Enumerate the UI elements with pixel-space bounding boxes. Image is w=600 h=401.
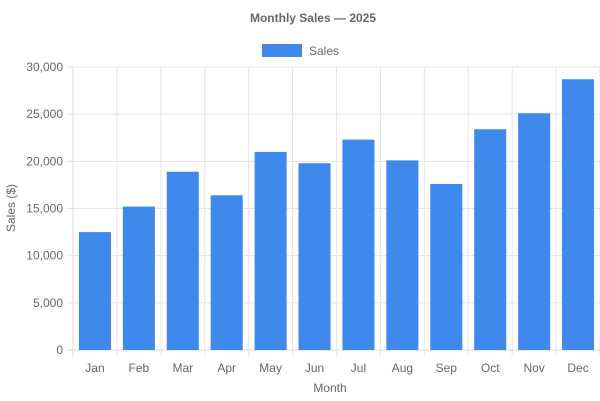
x-tick-label: Jan (85, 361, 104, 375)
legend-swatch-sales (262, 44, 302, 57)
x-tick-label: Dec (567, 361, 588, 375)
bar-oct[interactable] (474, 129, 507, 350)
y-tick-label: 10,000 (26, 249, 63, 263)
legend-label-sales: Sales (309, 44, 339, 58)
y-tick-label: 25,000 (26, 107, 63, 121)
gridlines (67, 66, 600, 356)
bar-aug[interactable] (386, 160, 419, 350)
x-tick-label: Jun (305, 361, 324, 375)
x-tick-label: Feb (129, 361, 150, 375)
y-axis-label: Sales ($) (4, 184, 18, 232)
bar-sep[interactable] (430, 183, 463, 350)
chart-title: Monthly Sales — 2025 (250, 11, 376, 25)
bar-jul[interactable] (342, 139, 375, 350)
x-tick-label: Apr (217, 361, 236, 375)
y-tick-label: 15,000 (26, 202, 63, 216)
y-tick-label: 20,000 (26, 154, 63, 168)
y-tick-label: 0 (56, 343, 63, 357)
bar-dec[interactable] (562, 79, 595, 350)
bar-may[interactable] (254, 151, 287, 350)
y-tick-label: 30,000 (26, 60, 63, 74)
bars (78, 79, 595, 351)
bar-jan[interactable] (78, 232, 111, 350)
x-axis-label: Month (313, 381, 346, 395)
x-axis-ticks: Jan Feb Mar Apr May Jun Jul Aug Sep Oct Nov Dec (85, 361, 588, 375)
y-axis-ticks: 0 5,000 10,000 15,000 20,000 25,000 30,000 (26, 60, 63, 357)
legend[interactable]: Sales (262, 44, 339, 58)
x-tick-label: Jul (351, 361, 366, 375)
x-tick-label: Oct (481, 361, 500, 375)
x-tick-label: Sep (436, 361, 458, 375)
bar-feb[interactable] (122, 206, 155, 350)
x-tick-label: May (259, 361, 282, 375)
y-tick-label: 5,000 (33, 296, 63, 310)
bar-apr[interactable] (210, 195, 243, 350)
x-tick-label: Aug (392, 361, 413, 375)
x-tick-label: Nov (523, 361, 544, 375)
bar-jun[interactable] (298, 163, 331, 350)
bar-mar[interactable] (166, 171, 199, 350)
x-tick-label: Mar (172, 361, 193, 375)
bar-nov[interactable] (518, 113, 551, 351)
